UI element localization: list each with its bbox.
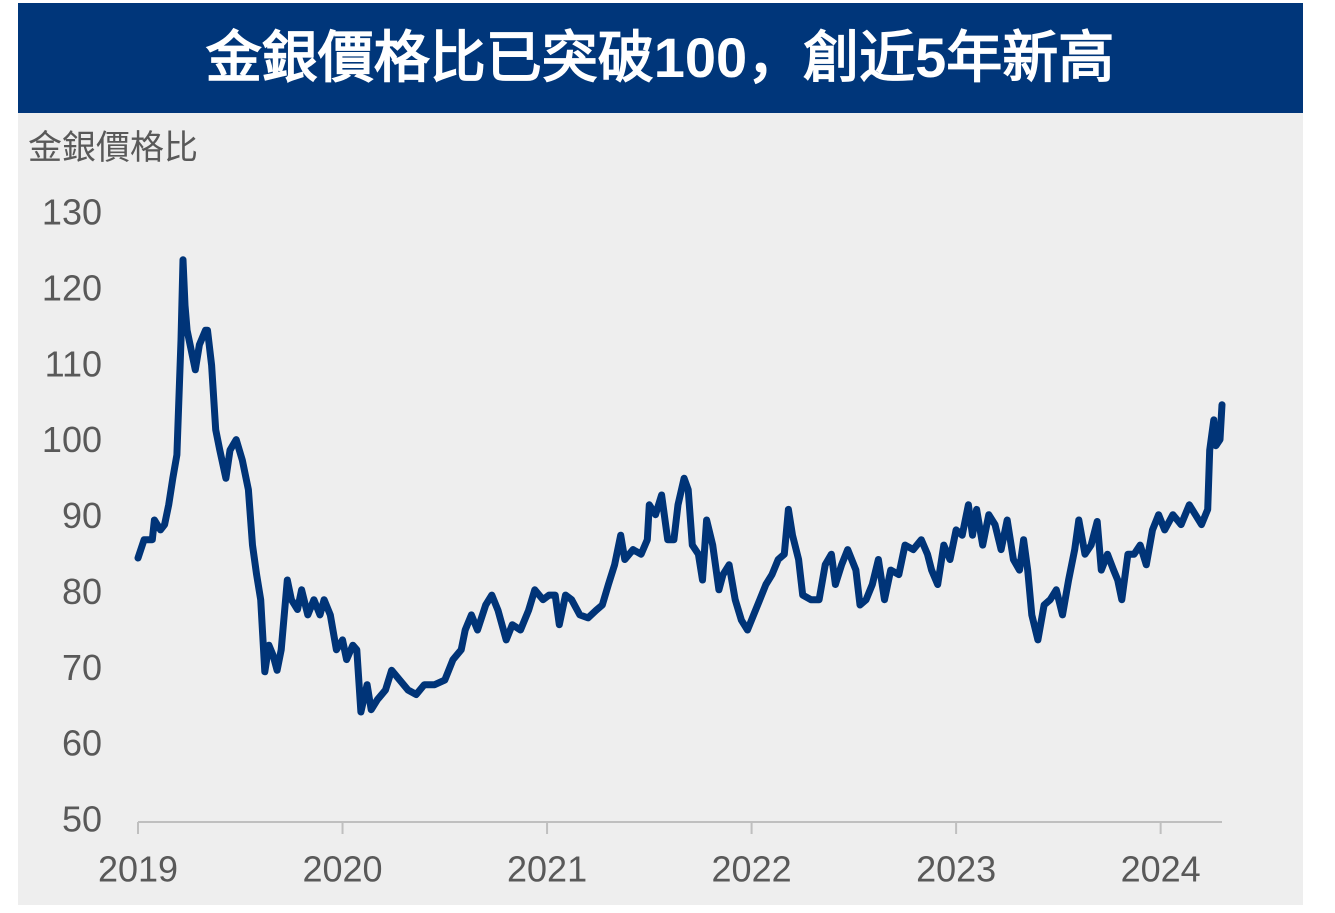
x-tick-label: 2020	[302, 849, 382, 890]
x-tick-label: 2022	[712, 849, 792, 890]
y-tick-label: 110	[45, 343, 102, 384]
y-axis-label: 金銀價格比	[28, 129, 198, 167]
y-tick-label: 100	[42, 419, 102, 460]
y-tick-label: 130	[42, 192, 102, 233]
y-tick-label: 90	[62, 495, 102, 536]
y-tick-label: 60	[62, 723, 102, 764]
x-tick-label: 2019	[98, 849, 178, 890]
y-tick-label: 70	[62, 647, 102, 688]
y-tick-label: 80	[62, 571, 102, 612]
title-band	[18, 3, 1303, 113]
y-tick-label: 50	[62, 799, 102, 840]
x-tick-label: 2023	[916, 849, 996, 890]
x-tick-label: 2021	[507, 849, 587, 890]
y-tick-label: 120	[42, 267, 102, 308]
data-line	[134, 256, 1226, 716]
chart-title: 金銀價格比已突破100，創近5年新高	[205, 26, 1115, 89]
x-tick-label: 2024	[1121, 849, 1201, 890]
